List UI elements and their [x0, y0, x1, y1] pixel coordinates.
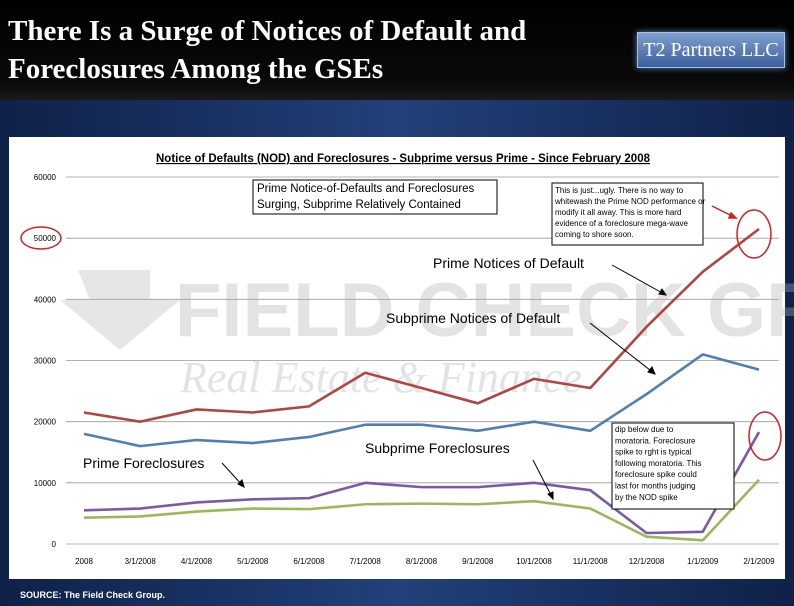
y-tick-0: 0 [52, 540, 57, 549]
y-tick-30000: 30000 [34, 357, 57, 366]
highlight-fc-spike-circle [748, 411, 782, 461]
highlight-50000-circle [20, 226, 62, 250]
annotation-box-2-line-2: whitewash the Prime NOD performance or [554, 197, 706, 206]
arrow-subprime-nod [589, 322, 656, 375]
annotation-box-2-line-1: This is just...ugly. There is no way to [555, 186, 684, 195]
slide-title-line-2: Foreclosures Among the GSEs [8, 53, 384, 85]
arrow-prime-fc-head [237, 479, 245, 488]
y-tick-10000: 10000 [34, 479, 57, 488]
y-tick-50000: 50000 [34, 234, 57, 243]
annotation-box-2-line-5: coming to shore soon. [555, 230, 634, 239]
x-tick-8/1/2008: 8/1/2008 [406, 557, 438, 566]
series-lines [83, 227, 761, 542]
series-line-subprime-foreclosures [83, 478, 760, 542]
x-tick-1/1/2009: 1/1/2009 [687, 557, 719, 566]
y-tick-20000: 20000 [34, 418, 57, 427]
series-line-subprime-notices-of-default [83, 353, 760, 448]
series-line-prime-notices-of-default [83, 227, 760, 423]
x-tick-11/1/2008: 11/1/2008 [573, 557, 609, 566]
t2-partners-logo: T2 Partners LLC [637, 32, 785, 68]
source-note: SOURCE: The Field Check Group. [20, 590, 166, 600]
annotation-box-3-line-3: spike to rght is typical [615, 448, 692, 457]
slide-title-line-1: There Is a Surge of Notices of Default a… [8, 15, 527, 47]
annotation-box-3 [611, 422, 735, 510]
annotation-box-2 [551, 182, 704, 246]
label-prime-nod: Prime Notices of Default [433, 255, 584, 271]
annotation-box-3-line-7: by the NOD spike [615, 493, 678, 502]
annotation-box-2-line-3: modify it all away. This is more hard [555, 208, 681, 217]
annotation-box-1-line-2: Surging, Subprime Relatively Contained [257, 199, 461, 211]
annotation-box-2-text: This is just...ugly. There is no way to w… [554, 186, 706, 239]
annotation-box-3-text: dip below due to moratoria. Foreclosure sp… [615, 425, 702, 502]
annotation-box-3-line-6: last for months judging [615, 482, 696, 491]
annotation-box-3-line-5: foreclosure spike could [615, 470, 697, 479]
annotation-box-3-line-1: dip below due to [615, 425, 674, 434]
chart-title: Notice of Defaults (NOD) and Foreclosure… [156, 153, 651, 165]
header-bar: There Is a Surge of Notices of Default a… [0, 0, 794, 100]
label-subprime-nod: Subprime Notices of Default [386, 310, 560, 326]
arrow-prime-nod [611, 264, 667, 296]
annotation-box-3-line-4: following moratoria. This [615, 459, 702, 468]
x-tick-2008: 2008 [75, 557, 93, 566]
annotation-box-3-line-2: moratoria. Foreclosure [615, 436, 696, 445]
x-tick-10/1/2008: 10/1/2008 [516, 557, 552, 566]
label-subprime-fc: Subprime Foreclosures [365, 440, 510, 456]
annotation-box-1 [252, 179, 498, 215]
watermark-arrow-icon [60, 270, 180, 350]
arrow-prime-nod-head [658, 288, 668, 296]
x-tick-5/1/2008: 5/1/2008 [237, 557, 269, 566]
x-tick-7/1/2008: 7/1/2008 [350, 557, 382, 566]
arrow-subprime-fc [532, 459, 554, 500]
highlight-nod-peak-circle [736, 209, 772, 259]
arrow-subprime-nod-head [647, 366, 656, 375]
highlights [20, 205, 782, 461]
x-tick-9/1/2008: 9/1/2008 [462, 557, 494, 566]
y-axis-ticks: 0 10000 20000 30000 40000 50000 60000 [34, 173, 57, 549]
label-prime-fc: Prime Foreclosures [83, 455, 204, 471]
x-tick-3/1/2008: 3/1/2008 [125, 557, 157, 566]
x-tick-6/1/2008: 6/1/2008 [293, 557, 325, 566]
x-tick-2/1/2009: 2/1/2009 [743, 557, 775, 566]
y-tick-40000: 40000 [34, 295, 57, 304]
series-line-prime-foreclosures [83, 431, 761, 535]
watermark: FIELD CHECK GROUP Real Estate & Finance [60, 268, 794, 402]
pointer-arrows [221, 264, 668, 501]
annotation-box-1-line-1: Prime Notice-of-Defaults and Foreclosure… [257, 183, 475, 195]
x-tick-4/1/2008: 4/1/2008 [181, 557, 213, 566]
x-tick-12/1/2008: 12/1/2008 [629, 557, 665, 566]
annotation-box-2-line-4: evidence of a foreclosure mega-wave [555, 219, 689, 228]
x-axis-ticks: 2008 3/1/2008 4/1/2008 5/1/2008 6/1/2008 7/1/… [75, 557, 775, 566]
y-tick-60000: 60000 [34, 173, 57, 182]
highlight-arrow-head [727, 211, 738, 219]
arrow-subprime-fc-head [547, 491, 554, 501]
slide-title: There Is a Surge of Notices of Default a… [8, 12, 608, 88]
